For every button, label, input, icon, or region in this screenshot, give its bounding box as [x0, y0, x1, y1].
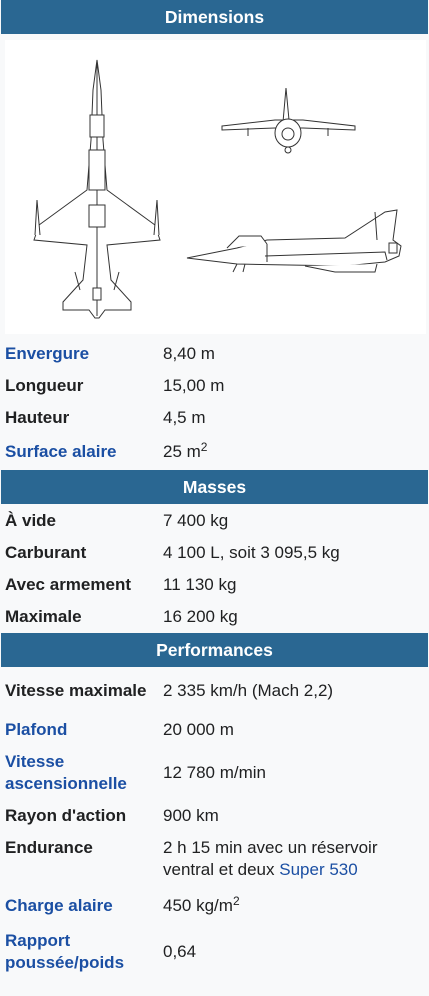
row-value: 16 200 kg: [163, 607, 238, 626]
infobox: Dimensions: [1, 0, 428, 979]
row-label: Hauteur: [5, 408, 70, 427]
row-value: 900 km: [163, 806, 219, 825]
row-label: Vitesse maximale: [5, 681, 147, 700]
row-value: 15,00 m: [163, 376, 225, 395]
aircraft-three-view-diagram: [5, 40, 426, 334]
row-value: 25 m2: [157, 434, 428, 470]
row-label-link[interactable]: Rapport poussée/poids: [5, 931, 125, 972]
performances-table: Vitesse maximale 2 335 km/h (Mach 2,2) P…: [1, 667, 428, 979]
table-row: Hauteur 4,5 m: [1, 402, 428, 434]
row-label-link[interactable]: Vitesse ascensionnelle: [5, 752, 127, 793]
row-value: 8,40 m: [163, 344, 215, 363]
row-value: 12 780 m/min: [163, 763, 266, 782]
table-row: Vitesse ascensionnelle 12 780 m/min: [1, 745, 428, 801]
row-label: À vide: [5, 510, 57, 530]
table-row: À vide 7 400 kg: [1, 504, 428, 537]
table-row: Avec armement 11 130 kg: [1, 569, 428, 601]
row-label: Avec armement: [5, 575, 131, 594]
row-value: 2 335 km/h (Mach 2,2): [163, 681, 334, 700]
aircraft-diagram-container: [1, 34, 428, 338]
row-label: Longueur: [5, 376, 84, 395]
table-row: Charge alaire 450 kg/m2: [1, 887, 428, 925]
aircraft-side-view: [186, 209, 402, 273]
table-row: Vitesse maximale 2 335 km/h (Mach 2,2): [1, 667, 428, 715]
table-row: Endurance 2 h 15 min avec un réservoir v…: [1, 831, 428, 887]
value-text: 2 h 15 min avec un réservoir ventral et …: [163, 838, 378, 879]
table-row: Carburant 4 100 L, soit 3 095,5 kg: [1, 537, 428, 569]
table-row: Rayon d'action 900 km: [1, 801, 428, 831]
row-value: 450 kg/m2: [157, 887, 428, 925]
row-value: 4,5 m: [163, 408, 206, 427]
row-value: 2 h 15 min avec un réservoir ventral et …: [157, 831, 428, 887]
row-value: 0,64: [163, 942, 197, 961]
table-row: Surface alaire 25 m2: [1, 434, 428, 470]
section-header-performances: Performances: [1, 633, 428, 667]
row-value: 11 130 kg: [163, 575, 237, 594]
dimensions-table: Envergure 8,40 m Longueur 15,00 m Hauteu…: [1, 338, 428, 470]
masses-table: À vide 7 400 kg Carburant 4 100 L, soit …: [1, 504, 428, 633]
value-text: 450 kg/m: [163, 896, 233, 915]
row-value: 20 000 m: [163, 720, 234, 739]
row-label: Rayon d'action: [5, 806, 127, 825]
section-header-dimensions: Dimensions: [1, 0, 428, 34]
aircraft-front-view: [221, 87, 356, 154]
section-header-masses: Masses: [1, 470, 428, 504]
superscript: 2: [232, 894, 240, 908]
row-label-link[interactable]: Envergure: [5, 344, 90, 363]
row-label-link[interactable]: Surface alaire: [5, 442, 117, 461]
table-row: Envergure 8,40 m: [1, 338, 428, 370]
row-label: Carburant: [5, 543, 87, 562]
value-text: 25 m: [163, 442, 201, 461]
row-value: 7 400 kg: [163, 510, 229, 530]
table-row: Rapport poussée/poids 0,64: [1, 925, 428, 979]
row-label-link[interactable]: Plafond: [5, 720, 68, 739]
row-label: Endurance: [5, 838, 93, 857]
table-row: Maximale 16 200 kg: [1, 601, 428, 633]
row-label-link[interactable]: Charge alaire: [5, 896, 113, 915]
super-530-link[interactable]: Super 530: [279, 860, 358, 879]
row-label: Maximale: [5, 607, 82, 626]
table-row: Plafond 20 000 m: [1, 715, 428, 745]
superscript: 2: [200, 440, 208, 454]
table-row: Longueur 15,00 m: [1, 370, 428, 402]
row-value: 4 100 L, soit 3 095,5 kg: [163, 543, 340, 562]
aircraft-top-view: [33, 59, 161, 319]
